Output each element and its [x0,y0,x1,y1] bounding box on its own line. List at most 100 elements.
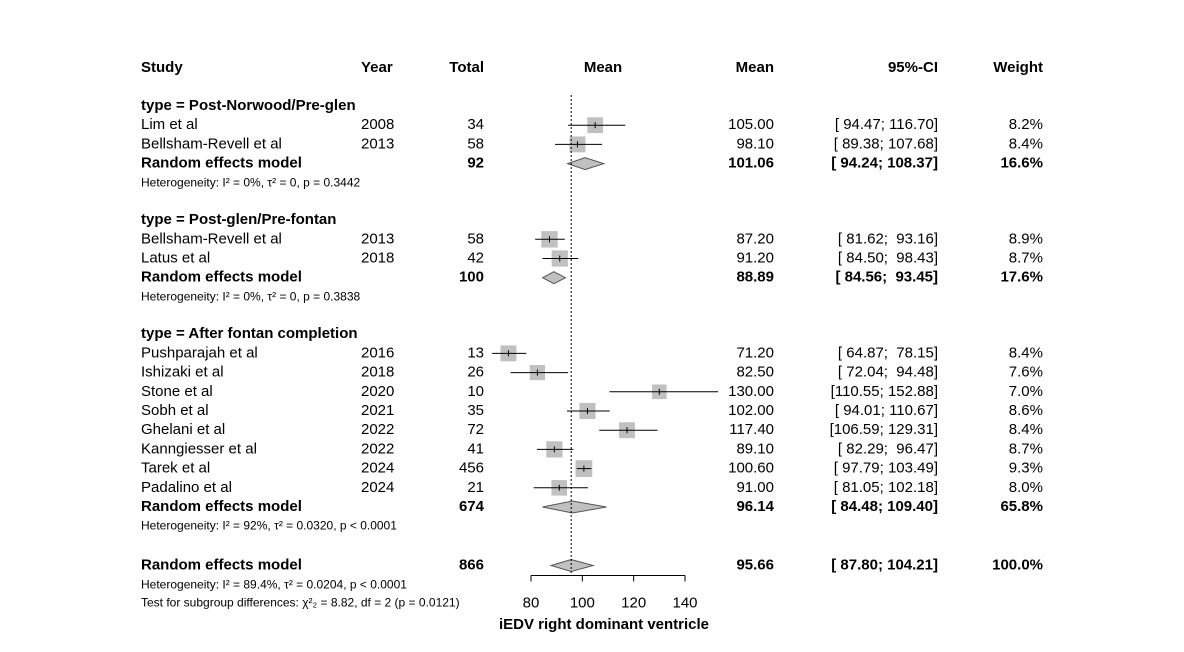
mean-label: 89.10 [736,440,774,457]
total: 26 [467,364,484,381]
mean-label: 71.20 [736,344,774,361]
pooled-diamond [549,558,596,573]
mean-label: 102.00 [728,402,774,419]
year: 2024 [361,479,394,496]
weight-label: 8.0% [1009,479,1043,496]
study-label: Tarek et al [141,460,210,477]
x-tick-label: 140 [672,594,697,611]
study-label: Bellsham-Revell et al [141,135,282,152]
weight-label: 8.4% [1009,344,1043,361]
weight-label: 8.2% [1009,116,1043,133]
year: 2013 [361,230,394,247]
mean-label: 91.00 [736,479,774,496]
year: 2022 [361,440,394,457]
study-label: Random effects model [141,556,302,573]
weight-label: 17.6% [1000,269,1043,286]
mean-label: 88.89 [736,269,774,286]
year: 2016 [361,344,394,361]
header-year: Year [361,59,393,76]
mean-label: 82.50 [736,364,774,381]
heterogeneity: Heterogeneity: I² = 92%, τ² = 0.0320, p … [141,519,397,533]
weight-label: 9.3% [1009,460,1043,477]
total: 100 [459,269,484,286]
ci-label: [110.55; 152.88] [831,383,938,400]
total: 58 [467,135,484,152]
total: 41 [467,440,484,457]
study-label: Bellsham-Revell et al [141,230,282,247]
group-title: type = After fontan completion [141,325,358,342]
total: 92 [467,155,484,172]
mean-label: 117.40 [729,421,774,438]
x-axis-title: iEDV right dominant ventricle [499,616,709,633]
x-tick-label: 80 [523,594,540,611]
mean-label: 95.66 [736,556,774,573]
total: 58 [467,230,484,247]
mean-label: 87.20 [736,230,774,247]
study-label: Random effects model [141,269,302,286]
total: 72 [467,421,484,438]
heterogeneity: Heterogeneity: I² = 0%, τ² = 0, p = 0.34… [141,175,361,189]
ci-label: [ 94.01; 110.67] [835,402,938,419]
study-label: Sobh et al [141,402,209,419]
weight-label: 7.0% [1009,383,1043,400]
subgroup-test: Test for subgroup differences: χ²₂ = 8.8… [141,596,460,610]
mean-label: 101.06 [728,155,774,172]
study-label: Pushparajah et al [141,344,258,361]
ci-label: [ 87.80; 104.21] [831,556,938,573]
heterogeneity: Heterogeneity: I² = 0%, τ² = 0, p = 0.38… [141,289,361,303]
ci-label: [ 94.47; 116.70] [835,116,938,133]
mean-label: 105.00 [728,116,774,133]
weight-label: 7.6% [1009,364,1043,381]
total: 34 [467,116,484,133]
group-title: type = Post-glen/Pre-fontan [141,211,336,228]
ci-label: [ 81.62; 93.16] [838,230,938,247]
header-weight: Weight [993,59,1043,76]
weight-label: 8.9% [1009,230,1043,247]
year: 2018 [361,249,394,266]
weight-label: 100.0% [992,556,1043,573]
mean-label: 96.14 [736,498,774,515]
year: 2018 [361,364,394,381]
ci-label: [ 64.87; 78.15] [838,344,938,361]
weight-label: 65.8% [1000,498,1043,515]
weight-label: 8.7% [1009,249,1043,266]
year: 2022 [361,421,394,438]
study-label: Stone et al [141,383,213,400]
year: 2008 [361,116,394,133]
ci-label: [ 72.04; 94.48] [838,364,938,381]
pooled-diamond [542,500,607,514]
ci-label: [ 84.50; 98.43] [838,249,938,266]
ci-label: [ 84.48; 109.40] [831,498,938,515]
header-study: Study [141,59,183,76]
ci-label: [106.59; 129.31] [830,421,938,438]
total: 456 [459,460,484,477]
year: 2020 [361,383,394,400]
study-label: Latus et al [141,249,210,266]
study-label: Padalino et al [141,479,232,496]
header-total: Total [449,59,484,76]
weight-label: 8.7% [1009,440,1043,457]
ci-label: [ 89.38; 107.68] [834,135,938,152]
weight-label: 8.4% [1009,135,1043,152]
year: 2024 [361,460,394,477]
ci-label: [ 82.29; 96.47] [838,440,938,457]
study-label: Random effects model [141,498,302,515]
group-title: type = Post-Norwood/Pre-glen [141,97,356,114]
weight-label: 8.4% [1009,421,1043,438]
mean-label: 91.20 [736,249,774,266]
total: 35 [467,402,484,419]
pooled-diamond [541,271,567,285]
ci-label: [ 84.56; 93.45] [835,269,938,286]
study-label: Ishizaki et al [141,364,224,381]
pooled-diamond [566,157,606,171]
year: 2021 [361,402,394,419]
study-label: Ghelani et al [141,421,225,438]
weight-label: 8.6% [1009,402,1043,419]
total: 42 [467,249,484,266]
study-label: Random effects model [141,155,302,172]
study-label: Kanngiesser et al [141,440,257,457]
year: 2013 [361,135,394,152]
total: 674 [459,498,485,515]
